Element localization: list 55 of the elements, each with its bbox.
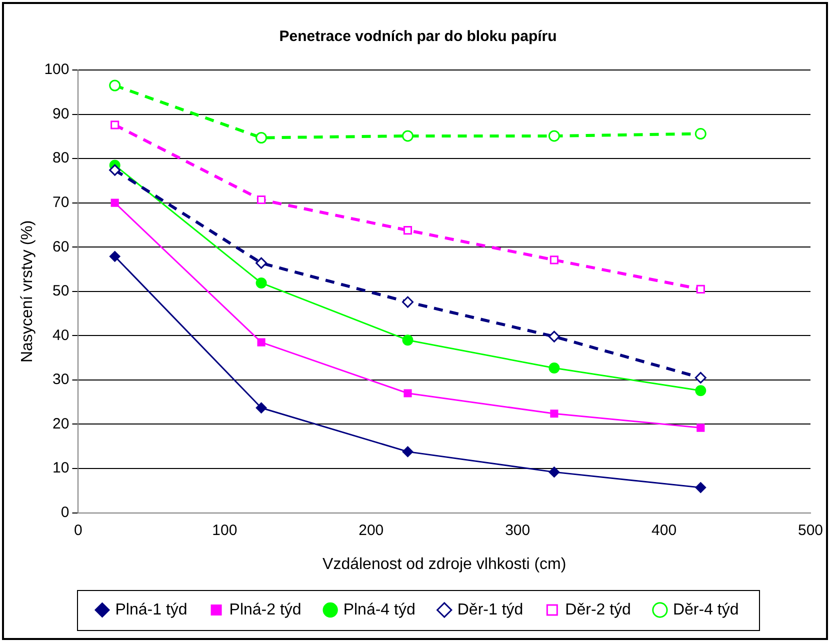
x-tick-label: 0 xyxy=(74,522,82,539)
point xyxy=(548,130,560,142)
legend-label: Děr-4 týd xyxy=(672,601,739,618)
point xyxy=(109,250,120,262)
point xyxy=(695,482,706,494)
y-tick-label: 30 xyxy=(52,371,70,388)
legend-label: Plná-1 týd xyxy=(115,601,188,618)
y-tick-label: 60 xyxy=(52,238,70,256)
x-tick-label: 500 xyxy=(798,522,823,539)
point xyxy=(110,198,119,207)
y-tick-label: 20 xyxy=(52,415,70,432)
point xyxy=(548,362,560,374)
x-tick-label: 200 xyxy=(358,522,384,539)
point xyxy=(109,164,121,176)
point xyxy=(548,330,560,342)
y-tick-label: 90 xyxy=(52,105,70,122)
y-tick-label: 40 xyxy=(52,326,70,344)
x-tick-label: 300 xyxy=(505,522,530,539)
point xyxy=(402,296,414,308)
point xyxy=(696,424,705,432)
point xyxy=(402,446,414,458)
legend-label: Děr-2 týd xyxy=(565,601,631,618)
point xyxy=(256,257,268,269)
point xyxy=(256,402,267,414)
chart-title: Penetrace vodních par do bloku papíru xyxy=(279,28,557,46)
y-axis-title: Nasycení vrstvy (%) xyxy=(19,220,36,363)
point xyxy=(109,80,121,92)
point xyxy=(402,334,414,346)
point xyxy=(694,128,706,140)
point xyxy=(257,195,266,204)
point xyxy=(257,338,266,346)
legend-label: Plná-4 týd xyxy=(343,601,416,618)
y-tick-label: 50 xyxy=(52,282,70,300)
point xyxy=(256,132,268,144)
point xyxy=(694,372,706,384)
x-tick-label: 400 xyxy=(652,522,677,539)
x-axis-title: Vzdálenost od zdroje vlhkosti (cm) xyxy=(322,556,566,573)
point xyxy=(402,130,414,142)
point xyxy=(256,277,267,288)
point xyxy=(548,466,560,478)
y-tick-label: 70 xyxy=(52,194,70,211)
point xyxy=(403,226,412,235)
point xyxy=(550,256,558,264)
x-tick-label: 100 xyxy=(212,522,238,539)
point xyxy=(110,120,120,130)
y-tick-label: 100 xyxy=(44,61,70,78)
legend-label: Děr-1 týd xyxy=(457,601,524,618)
point xyxy=(550,410,558,418)
y-tick-label: 10 xyxy=(52,460,70,477)
point xyxy=(695,385,706,396)
legend-label: Plná-2 týd xyxy=(229,601,302,618)
point xyxy=(404,389,412,398)
y-tick-label: 80 xyxy=(52,150,70,167)
y-tick-label: 0 xyxy=(60,504,70,521)
point xyxy=(696,284,705,294)
